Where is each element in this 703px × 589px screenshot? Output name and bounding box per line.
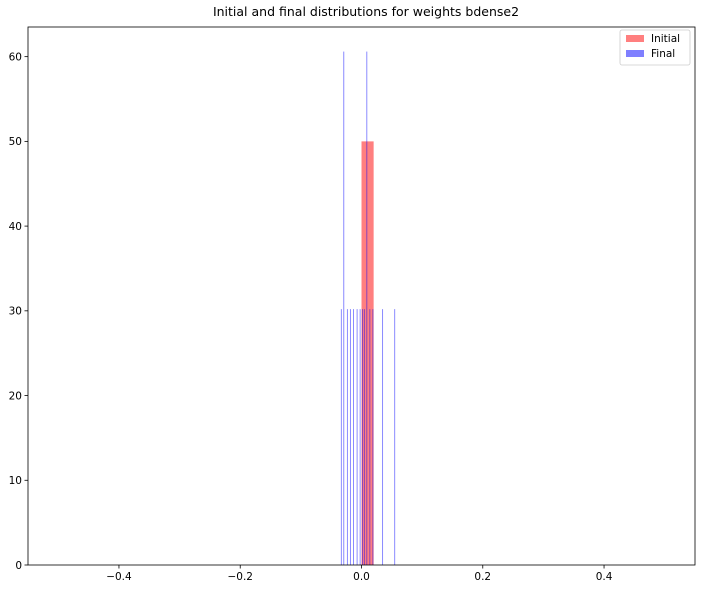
bar-final-4 — [353, 309, 354, 565]
bar-initial-0 — [361, 141, 374, 565]
bar-final-6 — [359, 309, 361, 565]
y-tick-label: 20 — [9, 390, 22, 402]
y-tick-label: 10 — [9, 475, 22, 487]
bar-final-12 — [382, 309, 384, 565]
y-tick-label: 40 — [9, 221, 22, 233]
bar-final-9 — [366, 51, 368, 565]
legend-swatch-final — [626, 50, 644, 57]
x-axis: −0.4 −0.2 0.0 0.2 0.4 — [106, 565, 613, 583]
bar-final-0 — [340, 309, 342, 565]
bar-final-7 — [362, 309, 364, 565]
chart-title: Initial and final distributions for weig… — [213, 4, 519, 19]
legend: Initial Final — [619, 29, 691, 66]
x-tick-label: 0.4 — [596, 571, 613, 583]
bar-final-2 — [346, 309, 348, 565]
bar-final-11 — [372, 309, 374, 565]
bar-final-5 — [356, 309, 358, 565]
y-axis: 0 10 20 30 40 50 60 — [9, 51, 28, 572]
x-tick-label: 0.2 — [474, 571, 491, 583]
x-tick-label: −0.2 — [227, 571, 253, 583]
bar-final-10 — [369, 309, 371, 565]
bar-final-3 — [349, 309, 351, 565]
bar-final-8 — [363, 309, 365, 565]
plot-area — [340, 51, 396, 565]
legend-swatch-initial — [626, 35, 644, 42]
y-tick-label: 60 — [9, 51, 22, 63]
y-tick-label: 0 — [15, 560, 22, 572]
legend-label-final: Final — [651, 48, 675, 60]
x-tick-label: 0.0 — [353, 571, 370, 583]
y-tick-label: 50 — [9, 136, 22, 148]
legend-label-initial: Initial — [651, 33, 680, 45]
bar-final-13 — [394, 309, 396, 565]
bar-final-1 — [343, 51, 345, 565]
y-tick-label: 30 — [9, 306, 22, 318]
x-tick-label: −0.4 — [106, 571, 132, 583]
